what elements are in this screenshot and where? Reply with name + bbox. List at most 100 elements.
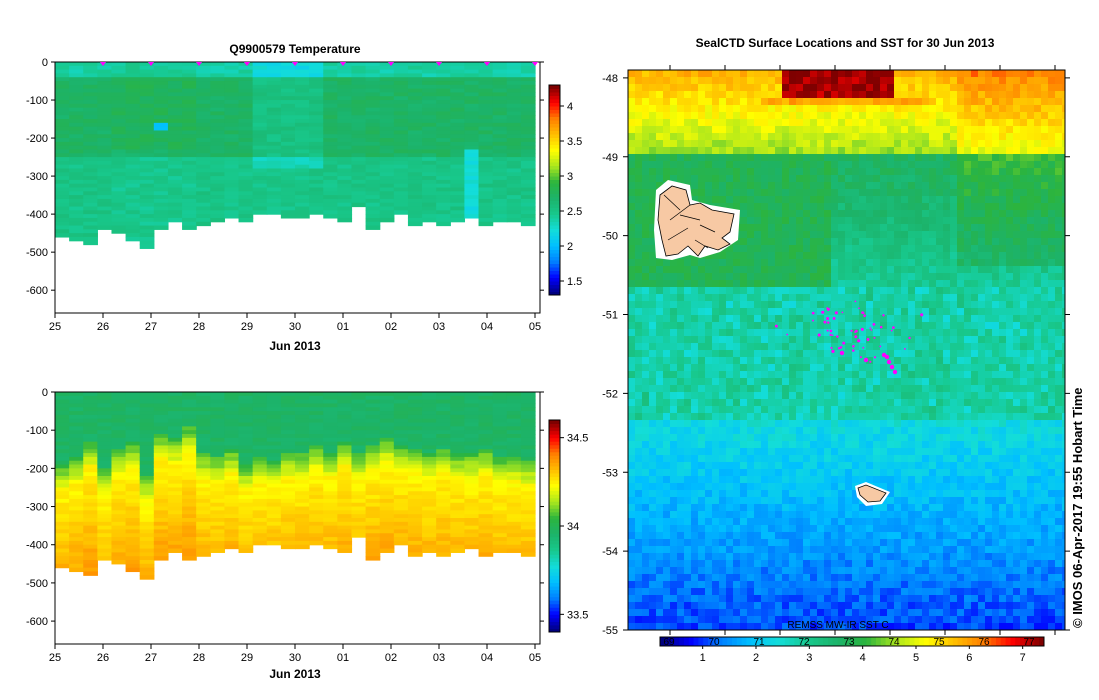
sst-cell [817, 259, 825, 267]
section-cell [450, 460, 466, 466]
section-cell [182, 100, 197, 105]
section-cell [309, 138, 324, 143]
sst-cell [1048, 126, 1056, 134]
section-cell [55, 168, 70, 173]
section-cell [464, 521, 480, 527]
sst-cell [789, 168, 797, 176]
sst-cell [1062, 147, 1065, 155]
section-cell [97, 62, 113, 67]
section-cell [167, 529, 183, 534]
section-cell [407, 96, 423, 101]
section-cell [210, 399, 226, 405]
section-cell [407, 548, 423, 553]
section-cell [506, 418, 522, 424]
section-cell [238, 195, 254, 200]
sst-cell [698, 133, 706, 141]
section-cell [393, 525, 409, 531]
section-cell [422, 92, 437, 97]
colorbar-swatch [549, 127, 560, 131]
section-cell [111, 115, 127, 120]
sst-cell [1006, 252, 1014, 260]
sst-cell [908, 84, 916, 92]
section-cell [407, 430, 423, 435]
section-cell [55, 69, 70, 75]
sst-cell [915, 210, 923, 218]
section-cell [139, 525, 155, 531]
sst-cell [733, 203, 741, 211]
section-cell [224, 521, 240, 527]
section-cell [252, 73, 268, 78]
section-cell [224, 88, 240, 94]
section-cell [337, 426, 353, 431]
section-cell [464, 537, 480, 542]
section-cell [393, 399, 409, 405]
sst-cell [999, 182, 1007, 190]
section-cell [506, 495, 522, 500]
section-cell [337, 392, 353, 397]
sst-cell [635, 147, 643, 155]
section-cell [224, 472, 240, 477]
section-cell [83, 65, 98, 71]
section-cell [224, 434, 240, 439]
sst-cell [894, 259, 902, 267]
section-cell [167, 73, 183, 78]
sst-cell [642, 224, 650, 232]
section-cell [266, 514, 282, 519]
sst-cell [719, 203, 727, 211]
sst-cell [670, 119, 678, 127]
sst-cell [733, 175, 741, 183]
section-cell [520, 103, 536, 109]
section-cell [407, 206, 423, 211]
sst-cell [691, 98, 699, 106]
section-cell [295, 73, 310, 78]
colorbar-tick-label: 3.5 [567, 136, 582, 148]
sst-cell [733, 182, 741, 190]
section-cell [182, 179, 197, 185]
section-cell [139, 141, 155, 147]
section-cell [478, 514, 494, 519]
sst-cell [649, 105, 657, 113]
section-cell [196, 514, 211, 519]
section-cell [506, 540, 522, 546]
section-cell [450, 525, 466, 531]
sst-cell [768, 189, 776, 197]
sst-cell [747, 175, 755, 183]
colorbar-tick-label: 3 [567, 171, 573, 183]
section-cell [492, 479, 508, 485]
section-cell [153, 77, 169, 82]
section-cell [196, 221, 211, 227]
section-cell [478, 510, 494, 515]
sst-cell [719, 133, 727, 141]
sst-cell [845, 210, 853, 218]
sst-cell [859, 98, 867, 106]
section-cell [337, 529, 353, 534]
section-cell [379, 491, 395, 496]
section-cell [196, 487, 211, 492]
x-tick-label: 05 [529, 652, 541, 664]
section-cell [309, 176, 324, 181]
sst-cell [1062, 203, 1065, 211]
section-cell [478, 518, 494, 523]
section-cell [210, 92, 226, 97]
sst-cell [1062, 245, 1065, 253]
section-cell [210, 187, 226, 192]
section-cell [492, 533, 508, 538]
section-cell [69, 560, 84, 565]
sst-cell [873, 182, 881, 190]
section-cell [393, 69, 409, 75]
section-cell [450, 518, 466, 523]
section-cell [464, 411, 480, 416]
sst-cell [936, 161, 944, 169]
section-cell [506, 407, 522, 412]
sst-cell [852, 182, 860, 190]
section-cell [422, 434, 437, 439]
sst-cell [656, 147, 664, 155]
section-cell [450, 130, 466, 135]
section-cell [97, 183, 113, 189]
section-cell [252, 187, 268, 192]
colorbar-swatch [549, 501, 560, 506]
section-cell [365, 426, 381, 431]
section-cell [295, 498, 310, 504]
section-cell [252, 426, 268, 431]
sst-cell [810, 245, 818, 253]
